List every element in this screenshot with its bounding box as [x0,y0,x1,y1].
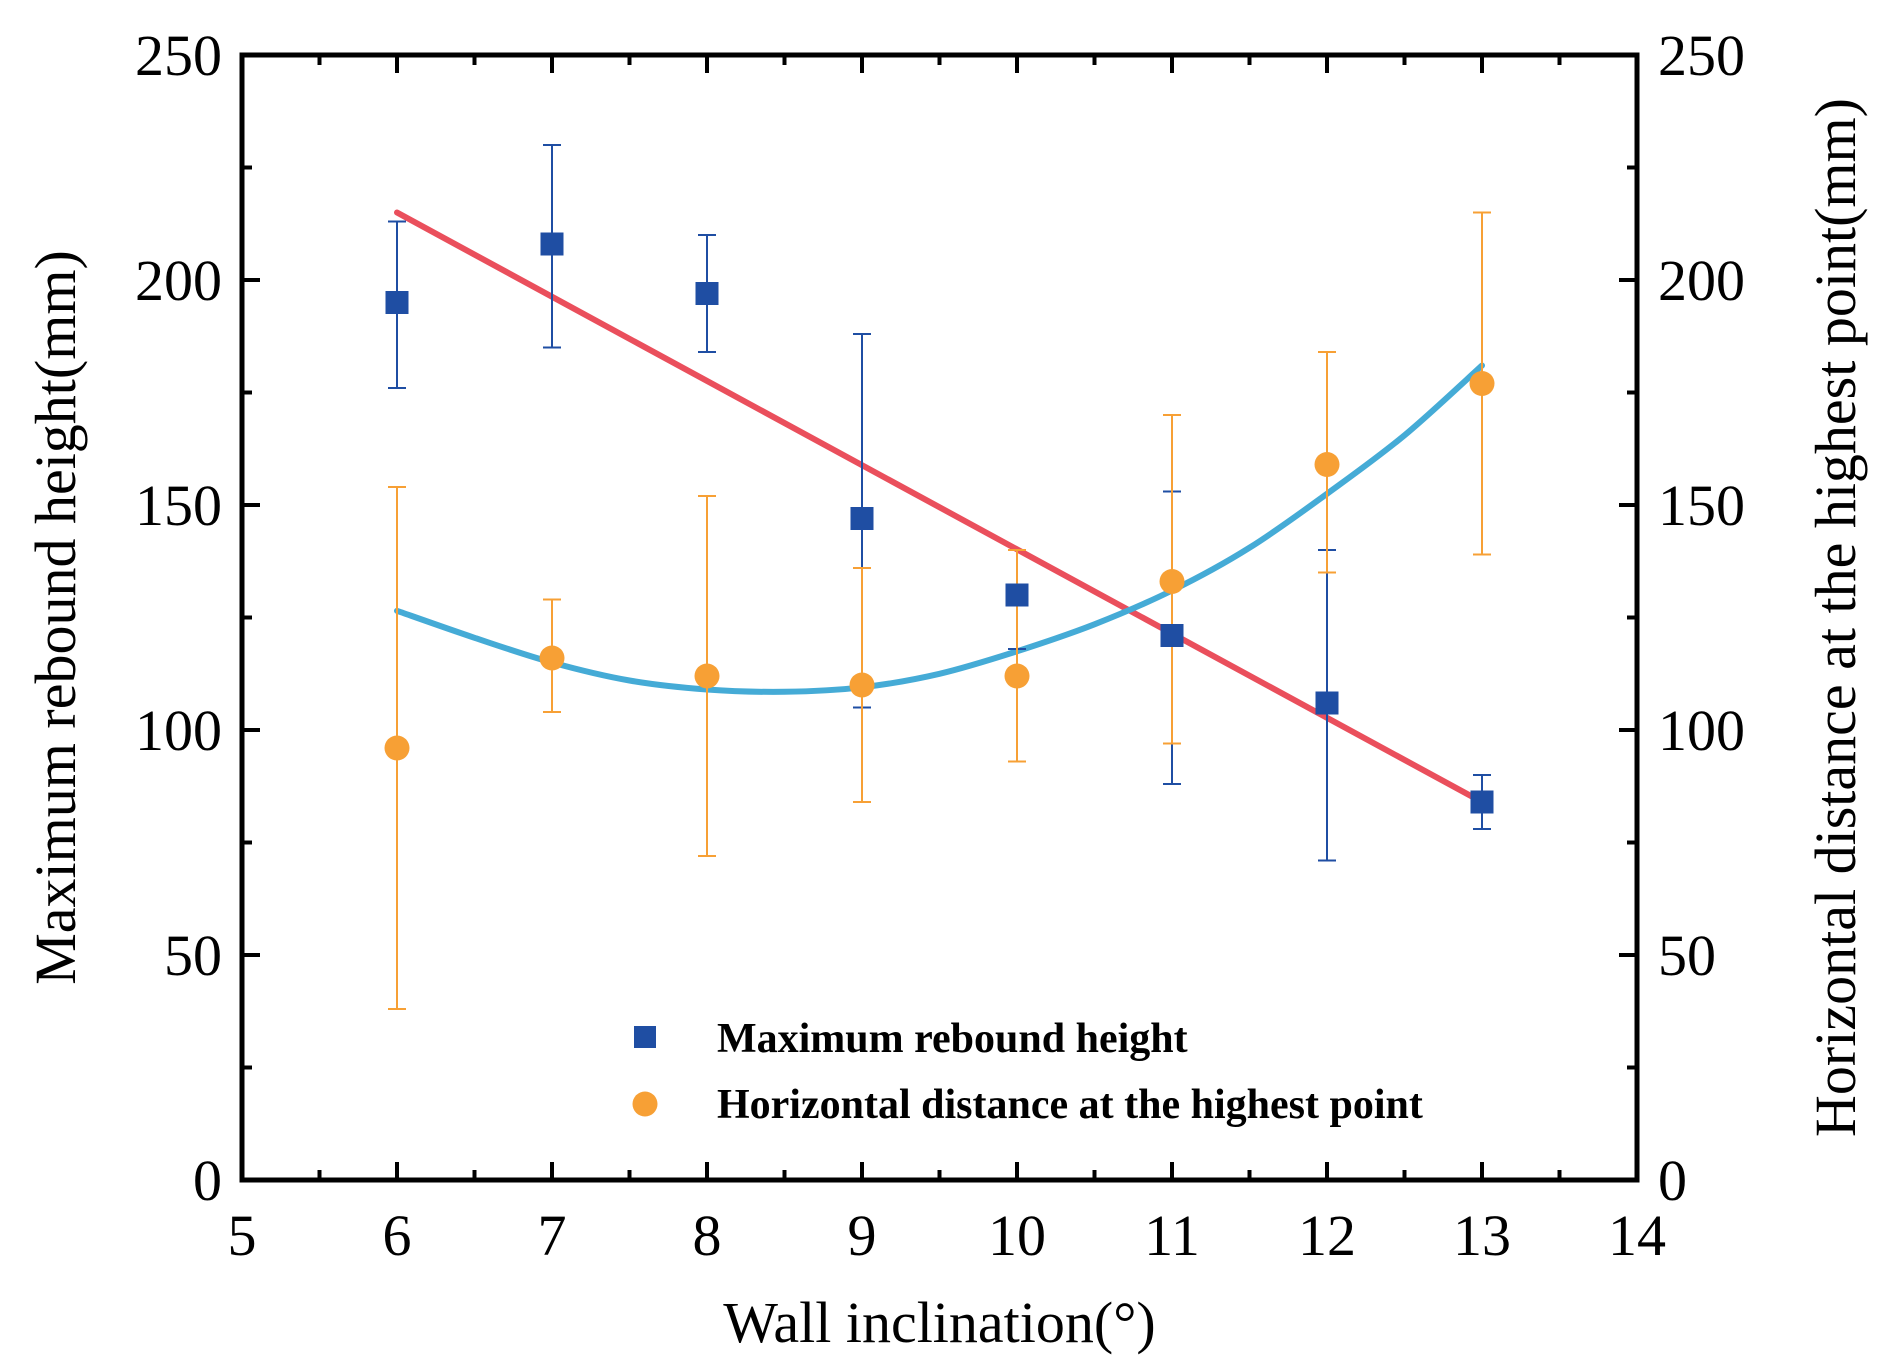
y-right-tick-label: 50 [1658,923,1716,988]
y-right-tick-label: 150 [1658,473,1745,538]
plot-frame [239,52,1640,1183]
y-left-tick-label: 150 [135,473,222,538]
y-right-tick-label: 0 [1658,1148,1687,1213]
y-axis-right-title: Horizontal distance at the highest point… [1803,98,1868,1137]
axis-ticks [240,53,1639,1182]
marker-horizontal-distance [384,735,410,761]
y-left-tick-label: 100 [135,698,222,763]
marker-rebound-height [1315,691,1339,715]
legend: Maximum rebound height Horizontal distan… [632,1016,1423,1128]
legend-square-marker [634,1026,656,1048]
marker-horizontal-distance [694,663,720,689]
x-tick-label: 9 [848,1203,877,1268]
x-tick-label: 10 [988,1203,1046,1268]
marker-horizontal-distance [1469,371,1495,396]
tick-labels: 5 6 7 8 9 10 11 12 13 140501001502002500501001502… [135,23,1745,1268]
x-tick-label: 5 [228,1203,257,1268]
x-tick-label: 8 [693,1203,722,1268]
y-left-tick-label: 200 [135,248,222,313]
marker-rebound-height [540,232,564,256]
x-tick-label: 13 [1453,1203,1511,1268]
data-markers [384,232,1495,814]
marker-horizontal-distance [1314,452,1340,477]
y-left-tick-label: 250 [135,23,222,88]
x-tick-label: 12 [1298,1203,1356,1268]
marker-horizontal-distance [539,645,565,671]
quadratic-fit-curve [394,362,1485,695]
marker-rebound-height [850,507,874,530]
legend-circle-marker [632,1091,658,1117]
x-tick-label: 7 [538,1203,567,1268]
marker-horizontal-distance [1159,569,1185,594]
marker-rebound-height [695,282,719,305]
x-tick-label: 14 [1608,1203,1666,1268]
marker-rebound-height [1160,624,1184,647]
y-left-tick-label: 50 [164,923,222,988]
linear-fit-line [394,209,1485,805]
y-axis-left-title: Maximum rebound height(mm) [23,250,88,985]
y-right-tick-label: 100 [1658,698,1745,763]
x-tick-label: 11 [1144,1203,1200,1268]
y-left-tick-label: 0 [193,1148,222,1213]
marker-horizontal-distance [1004,663,1030,689]
marker-horizontal-distance [849,672,875,698]
marker-rebound-height [1470,790,1494,814]
legend-label-horizontal-distance: Horizontal distance at the highest point [717,1082,1423,1128]
fit-lines [394,209,1485,805]
x-tick-label: 6 [383,1203,412,1268]
legend-label-rebound-height: Maximum rebound height [717,1016,1188,1062]
error-bars [388,144,1491,1010]
y-right-tick-label: 200 [1658,248,1745,313]
marker-rebound-height [385,291,409,314]
marker-rebound-height [1005,583,1029,607]
x-axis-title: Wall inclination(°) [723,1290,1155,1355]
y-right-tick-label: 250 [1658,23,1745,88]
